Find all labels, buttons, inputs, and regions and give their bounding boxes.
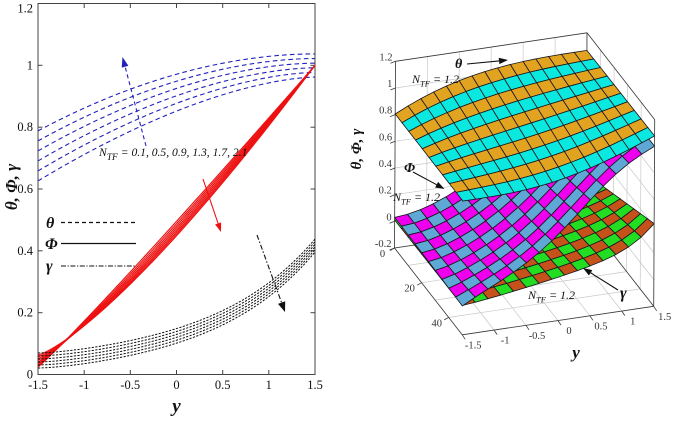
svg-text:0.4: 0.4 xyxy=(17,244,33,258)
svg-text:γ: γ xyxy=(46,258,53,275)
svg-text:1.2: 1.2 xyxy=(17,2,33,16)
svg-text:1: 1 xyxy=(266,378,272,392)
svg-text:0: 0 xyxy=(27,368,33,382)
svg-text:θ: θ xyxy=(46,215,55,232)
svg-text:-1: -1 xyxy=(79,378,89,392)
svg-text:θ: θ xyxy=(455,57,463,72)
svg-text:1.5: 1.5 xyxy=(658,312,671,323)
svg-text:-1: -1 xyxy=(501,336,510,347)
svg-text:0: 0 xyxy=(386,212,391,223)
svg-text:1.2: 1.2 xyxy=(379,52,392,63)
svg-text:Φ: Φ xyxy=(404,161,415,176)
svg-text:0.4: 0.4 xyxy=(379,159,393,170)
svg-text:0: 0 xyxy=(566,326,571,337)
svg-text:y: y xyxy=(570,343,580,362)
svg-text:Φ: Φ xyxy=(45,236,58,253)
svg-text:NTF = 0.1, 0.5, 0.9, 1.3, 1.7,: NTF = 0.1, 0.5, 0.9, 1.3, 1.7, 2.1 xyxy=(98,146,247,163)
svg-text:40: 40 xyxy=(431,318,442,329)
svg-text:0.8: 0.8 xyxy=(379,106,392,117)
svg-text:0.5: 0.5 xyxy=(594,321,607,332)
svg-text:-1.5: -1.5 xyxy=(28,378,48,392)
svg-text:1: 1 xyxy=(630,317,635,328)
svg-text:0.2: 0.2 xyxy=(17,306,33,320)
svg-text:θ, Φ, γ: θ, Φ, γ xyxy=(2,163,21,210)
svg-text:y: y xyxy=(170,396,181,417)
svg-text:-0.5: -0.5 xyxy=(529,331,546,342)
svg-text:γ: γ xyxy=(620,285,627,302)
svg-text:θ, Φ, γ: θ, Φ, γ xyxy=(349,128,365,170)
svg-text:0.6: 0.6 xyxy=(379,132,392,143)
svg-text:0.8: 0.8 xyxy=(17,120,33,134)
svg-text:NTF = 1.2: NTF = 1.2 xyxy=(392,190,440,207)
svg-text:-1.5: -1.5 xyxy=(465,340,482,351)
svg-text:0: 0 xyxy=(380,249,385,260)
svg-text:1.5: 1.5 xyxy=(307,378,323,392)
svg-text:1: 1 xyxy=(387,79,392,90)
svg-text:0: 0 xyxy=(173,378,179,392)
svg-text:0.2: 0.2 xyxy=(379,186,392,197)
svg-text:1: 1 xyxy=(27,58,33,72)
svg-text:0.5: 0.5 xyxy=(215,378,231,392)
svg-text:-0.5: -0.5 xyxy=(120,378,140,392)
svg-text:0.6: 0.6 xyxy=(17,182,33,196)
svg-text:-0.2: -0.2 xyxy=(375,239,392,250)
svg-text:20: 20 xyxy=(404,284,415,295)
